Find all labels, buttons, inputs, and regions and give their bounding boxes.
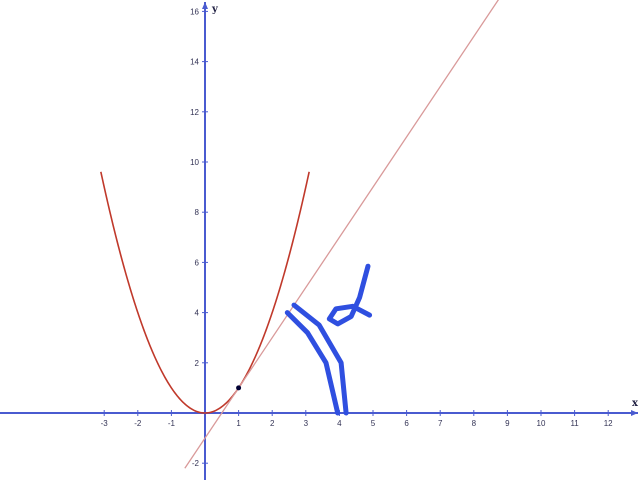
y-tick-label: 4 xyxy=(195,309,200,318)
y-tick-label: 2 xyxy=(195,359,200,368)
tangent-point xyxy=(236,385,242,391)
y-tick-label: 10 xyxy=(190,158,199,167)
x-tick-label: 12 xyxy=(604,419,613,428)
y-axis-arrow-icon xyxy=(202,2,208,9)
x-axis-arrow-icon xyxy=(631,410,638,416)
y-axis-label: y xyxy=(211,4,219,15)
y-tick-label: 14 xyxy=(190,58,199,67)
points-group xyxy=(236,385,242,391)
y-tick-label: 8 xyxy=(195,208,200,217)
x-tick-label: 2 xyxy=(270,419,275,428)
x-tick-label: 11 xyxy=(570,419,579,428)
x-tick-label: 9 xyxy=(505,419,510,428)
x-tick-label: 10 xyxy=(537,419,546,428)
x-tick-label: 8 xyxy=(472,419,477,428)
x-tick-label: 1 xyxy=(236,419,241,428)
x-tick-label: -3 xyxy=(101,419,109,428)
alpha-symbol xyxy=(326,263,373,327)
series-group xyxy=(100,0,500,469)
x-tick-label: 7 xyxy=(438,419,443,428)
x-tick-label: -1 xyxy=(168,419,176,428)
y-tick-label: 6 xyxy=(195,258,200,267)
parabola-curve xyxy=(100,171,310,414)
handwritten-annotations xyxy=(284,263,373,416)
x-axis-label: x xyxy=(632,398,639,409)
y-tick-label: 12 xyxy=(190,108,199,117)
x-tick-label: 4 xyxy=(337,419,342,428)
y-tick-label: 16 xyxy=(190,7,199,16)
y-tick-label: -2 xyxy=(192,459,200,468)
angle-mark-stroke xyxy=(291,302,349,416)
x-tick-label: 3 xyxy=(304,419,309,428)
x-tick-label: 6 xyxy=(404,419,409,428)
x-tick-label: -2 xyxy=(134,419,142,428)
x-tick-label: 5 xyxy=(371,419,376,428)
angle-mark-stroke xyxy=(284,310,341,416)
